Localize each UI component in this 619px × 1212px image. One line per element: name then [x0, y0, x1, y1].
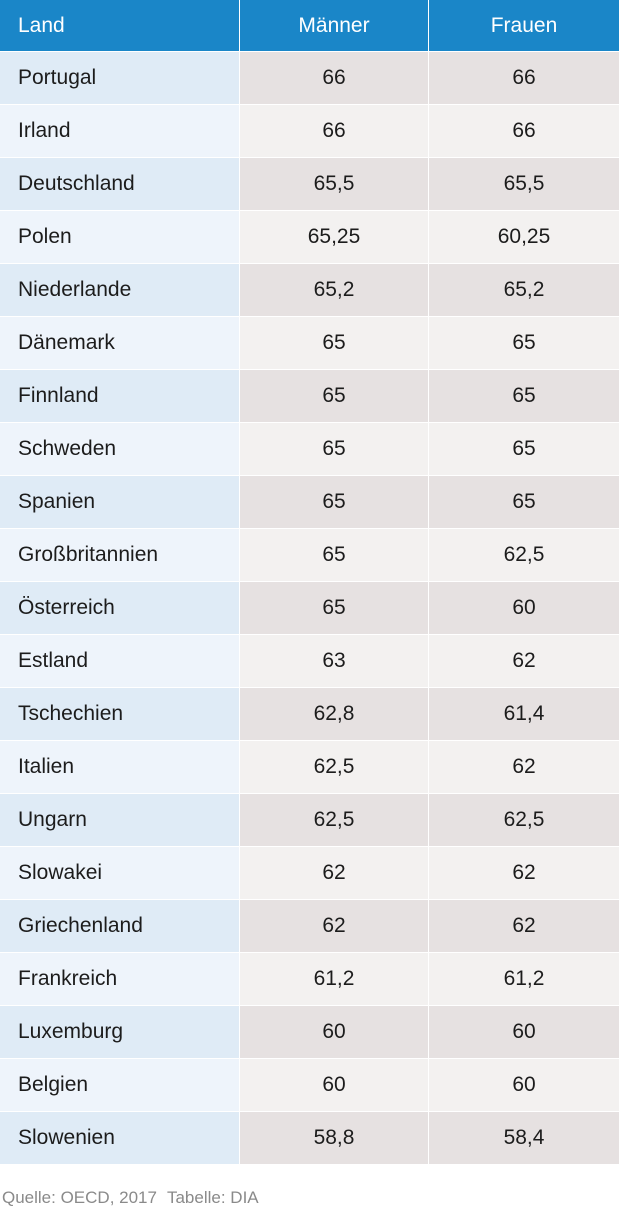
cell-maenner: 62: [240, 900, 429, 952]
source-note: Quelle: OECD, 2017 Tabelle: DIA: [2, 1188, 269, 1208]
table-row: Griechenland 62 62: [0, 900, 619, 953]
cell-maenner: 60: [240, 1059, 429, 1111]
cell-maenner: 63: [240, 635, 429, 687]
cell-land: Schweden: [0, 423, 240, 475]
cell-frauen: 65: [429, 423, 619, 475]
table-row: Luxemburg 60 60: [0, 1006, 619, 1059]
retirement-age-table: Land Männer Frauen Portugal 66 66 Irland 66 6…: [0, 0, 619, 1165]
source-text: Quelle: OECD, 2017: [2, 1188, 157, 1207]
cell-land: Luxemburg: [0, 1006, 240, 1058]
cell-land: Österreich: [0, 582, 240, 634]
cell-frauen: 66: [429, 52, 619, 104]
cell-land: Dänemark: [0, 317, 240, 369]
cell-maenner: 65: [240, 370, 429, 422]
cell-maenner: 62: [240, 847, 429, 899]
cell-maenner: 65: [240, 582, 429, 634]
table-row: Estland 63 62: [0, 635, 619, 688]
cell-frauen: 60: [429, 1006, 619, 1058]
cell-maenner: 65: [240, 317, 429, 369]
cell-land: Frankreich: [0, 953, 240, 1005]
cell-maenner: 62,5: [240, 794, 429, 846]
table-row: Slowakei 62 62: [0, 847, 619, 900]
table-row: Belgien 60 60: [0, 1059, 619, 1112]
cell-maenner: 65: [240, 423, 429, 475]
cell-land: Griechenland: [0, 900, 240, 952]
table-header: Land Männer Frauen: [0, 0, 619, 52]
cell-frauen: 65: [429, 370, 619, 422]
cell-frauen: 65,5: [429, 158, 619, 210]
cell-frauen: 65: [429, 317, 619, 369]
cell-maenner: 65,2: [240, 264, 429, 316]
cell-maenner: 61,2: [240, 953, 429, 1005]
cell-land: Slowakei: [0, 847, 240, 899]
table-row: Tschechien 62,8 61,4: [0, 688, 619, 741]
cell-land: Niederlande: [0, 264, 240, 316]
cell-land: Italien: [0, 741, 240, 793]
table-row: Slowenien 58,8 58,4: [0, 1112, 619, 1165]
cell-maenner: 65,5: [240, 158, 429, 210]
cell-land: Deutschland: [0, 158, 240, 210]
header-frauen: Frauen: [429, 0, 619, 51]
cell-maenner: 66: [240, 52, 429, 104]
cell-frauen: 65: [429, 476, 619, 528]
cell-maenner: 62,8: [240, 688, 429, 740]
table-row: Italien 62,5 62: [0, 741, 619, 794]
cell-frauen: 61,4: [429, 688, 619, 740]
cell-land: Estland: [0, 635, 240, 687]
cell-land: Spanien: [0, 476, 240, 528]
cell-frauen: 65,2: [429, 264, 619, 316]
cell-frauen: 60,25: [429, 211, 619, 263]
cell-frauen: 58,4: [429, 1112, 619, 1164]
cell-frauen: 60: [429, 582, 619, 634]
table-row: Irland 66 66: [0, 105, 619, 158]
cell-land: Irland: [0, 105, 240, 157]
cell-frauen: 62: [429, 635, 619, 687]
cell-maenner: 66: [240, 105, 429, 157]
cell-frauen: 61,2: [429, 953, 619, 1005]
cell-maenner: 62,5: [240, 741, 429, 793]
cell-land: Finnland: [0, 370, 240, 422]
cell-land: Großbritannien: [0, 529, 240, 581]
header-maenner: Männer: [240, 0, 429, 51]
cell-frauen: 62,5: [429, 529, 619, 581]
table-row: Österreich 65 60: [0, 582, 619, 635]
cell-maenner: 65: [240, 529, 429, 581]
table-row: Polen 65,25 60,25: [0, 211, 619, 264]
cell-frauen: 62: [429, 900, 619, 952]
header-land: Land: [0, 0, 240, 51]
cell-land: Belgien: [0, 1059, 240, 1111]
cell-frauen: 66: [429, 105, 619, 157]
cell-land: Tschechien: [0, 688, 240, 740]
table-row: Spanien 65 65: [0, 476, 619, 529]
cell-maenner: 60: [240, 1006, 429, 1058]
cell-land: Slowenien: [0, 1112, 240, 1164]
table-credit: Tabelle: DIA: [166, 1188, 259, 1207]
table-row: Frankreich 61,2 61,2: [0, 953, 619, 1006]
table-row: Ungarn 62,5 62,5: [0, 794, 619, 847]
cell-frauen: 60: [429, 1059, 619, 1111]
table-row: Finnland 65 65: [0, 370, 619, 423]
table-row: Niederlande 65,2 65,2: [0, 264, 619, 317]
cell-land: Portugal: [0, 52, 240, 104]
cell-frauen: 62,5: [429, 794, 619, 846]
cell-frauen: 62: [429, 847, 619, 899]
table-row: Schweden 65 65: [0, 423, 619, 476]
cell-frauen: 62: [429, 741, 619, 793]
table-row: Großbritannien 65 62,5: [0, 529, 619, 582]
table-row: Deutschland 65,5 65,5: [0, 158, 619, 211]
table-row: Dänemark 65 65: [0, 317, 619, 370]
cell-land: Polen: [0, 211, 240, 263]
cell-maenner: 65,25: [240, 211, 429, 263]
cell-maenner: 65: [240, 476, 429, 528]
table-body: Portugal 66 66 Irland 66 66 Deutschland 65,5 65,…: [0, 52, 619, 1165]
table-row: Portugal 66 66: [0, 52, 619, 105]
cell-maenner: 58,8: [240, 1112, 429, 1164]
cell-land: Ungarn: [0, 794, 240, 846]
